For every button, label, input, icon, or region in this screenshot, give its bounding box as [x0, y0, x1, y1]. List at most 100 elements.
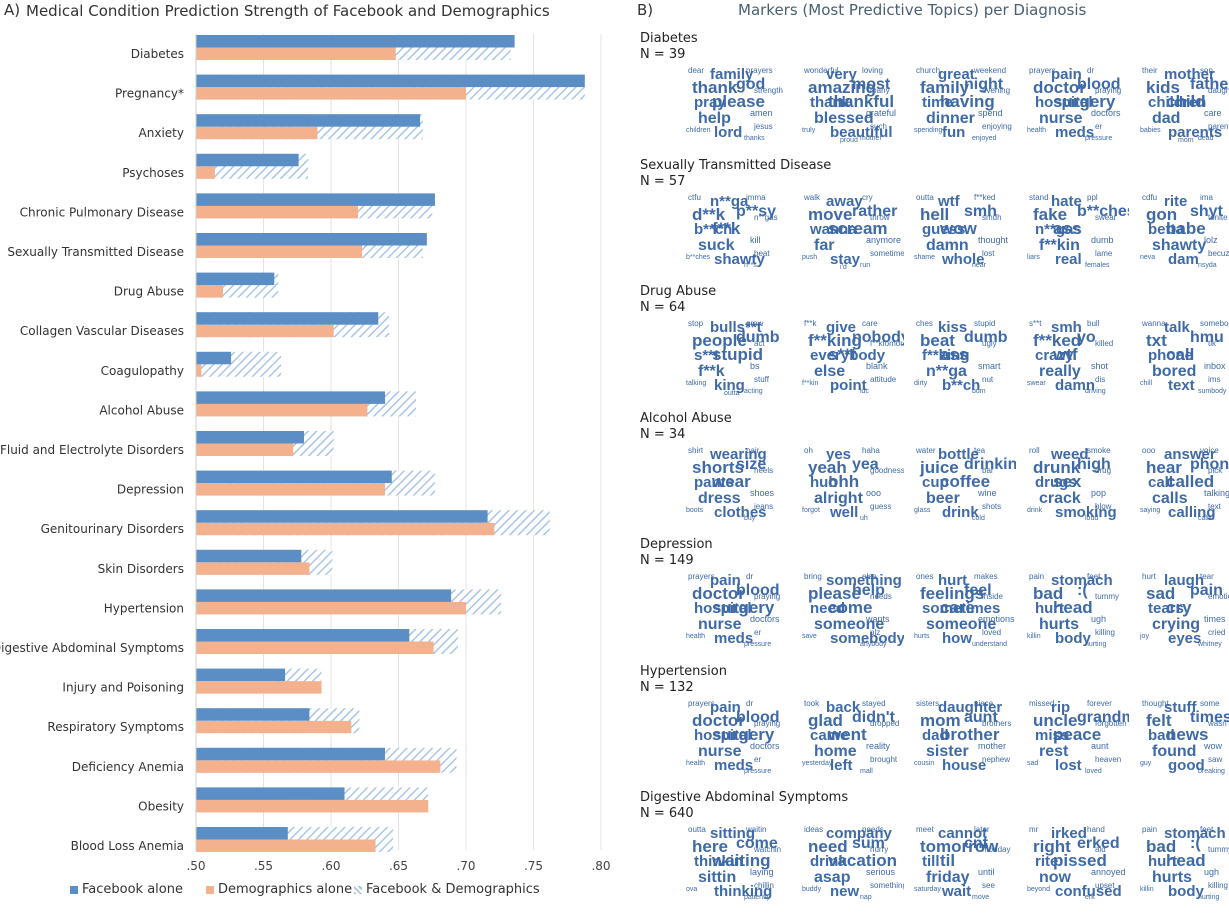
topic-word: miss — [1035, 726, 1070, 744]
category-label: Skin Disorders — [98, 562, 184, 576]
topic-word: tea — [974, 445, 986, 455]
topic-word: parents — [1168, 124, 1223, 141]
topic-word: ass — [940, 345, 969, 364]
topic-word: stay — [830, 250, 861, 268]
topic-word: gon — [1146, 204, 1178, 224]
topic-word: loving — [862, 66, 883, 75]
topic-word: god — [736, 76, 766, 93]
topic-word: text — [1168, 377, 1195, 394]
topic-word: lost — [1055, 756, 1082, 774]
x-tick-label: .70 — [456, 859, 475, 873]
topic-word: uh — [860, 514, 868, 522]
topic-word: ass — [1053, 218, 1082, 238]
topic-word: wearing — [710, 445, 767, 463]
bar-facebook — [196, 549, 302, 563]
legend-swatch-facebook — [70, 885, 78, 894]
topic-word-cloud: kiss beat dumb f**king ass n**ga b**ch ches stup… — [912, 318, 1016, 398]
topic-word: ims — [1208, 375, 1221, 384]
diagnosis-section: Sexually Transmitted Disease N = 57 n**ga d… — [640, 158, 1229, 284]
topic-word: hurts — [914, 633, 930, 640]
diagnosis-name: Depression — [640, 537, 713, 552]
topic-word: bad — [1146, 837, 1177, 856]
topic-word: dinner — [926, 110, 975, 127]
topic-word: serious — [866, 867, 896, 877]
topic-word: pain — [1051, 66, 1082, 83]
diagnosis-section: Depression N = 149 pain doctor blood hospital… — [640, 537, 1229, 663]
topic-word: shawty — [1152, 236, 1207, 254]
topic-word: cup — [922, 473, 949, 491]
topic-word: :( — [1077, 582, 1088, 599]
topic-word: enjoyed — [972, 135, 997, 142]
topic-word: inside — [982, 592, 1003, 601]
topic-word: forever — [1087, 698, 1112, 708]
topic-word: lost — [982, 248, 995, 258]
topic-word: calling — [1168, 503, 1216, 521]
topic-word: killed — [1095, 339, 1114, 348]
topic-word: d**k — [692, 204, 726, 224]
topic-word: vacation — [828, 851, 897, 870]
topic-word: bulls**t — [710, 319, 762, 336]
topic-word: thought — [1142, 698, 1169, 708]
topic-word: wonderful — [804, 66, 839, 75]
diagnosis-name: Hypertension — [640, 663, 727, 679]
topic-word: callin — [1198, 514, 1214, 522]
topic-word: weekend — [974, 66, 1007, 75]
bar-facebook — [196, 114, 421, 127]
bar-demographics — [196, 245, 363, 258]
topic-word: pissed — [1053, 851, 1107, 870]
topic-word: outta — [688, 825, 706, 834]
topic-word: ohh — [828, 471, 860, 491]
topic-word: babe — [1166, 218, 1206, 238]
topic-word: tlk — [1208, 339, 1216, 348]
topic-word: hurts — [1152, 869, 1192, 886]
topic-word-cloud: wtf hell smh guess wow damn whole outta f**ked th… — [912, 192, 1016, 272]
topic-word: anybody — [860, 641, 887, 648]
topic-word: here — [692, 837, 728, 856]
topic-word: drinking — [964, 455, 1016, 473]
bar-facebook — [196, 391, 385, 404]
topic-word: driving — [1085, 388, 1106, 395]
legend-label-demographics: Demographics alone — [218, 882, 353, 897]
bar-facebook — [196, 629, 410, 642]
topic-word: drink — [810, 853, 847, 870]
topic-word: roll — [1029, 445, 1040, 455]
topic-word: far — [814, 236, 835, 254]
topic-word: help — [698, 110, 731, 127]
topic-word: sitting — [710, 825, 755, 842]
topic-word: family — [710, 66, 754, 83]
topic-word: peace — [1053, 724, 1102, 744]
topic-word: confused — [1055, 883, 1122, 900]
topic-word: praying — [754, 718, 781, 728]
bar-facebook — [196, 312, 379, 325]
topic-word: shorts — [692, 457, 744, 477]
topic-word: please — [808, 584, 861, 603]
topic-word: sum — [852, 835, 885, 852]
topic-word: tonite — [1208, 212, 1228, 222]
topic-word: bar — [982, 465, 994, 475]
topic-word: ctfu — [688, 192, 701, 202]
topic-word: mother — [978, 740, 1007, 751]
bar-facebook — [196, 708, 310, 721]
topic-word: saying — [1140, 506, 1161, 514]
topic-word: hmu — [1190, 329, 1224, 346]
topic-word: killing — [1208, 881, 1229, 890]
x-tick-label: .50 — [186, 859, 205, 873]
topic-word: drink — [1027, 506, 1043, 514]
topic-word: damn — [1055, 377, 1096, 394]
legend-swatch-combined — [354, 885, 362, 894]
topic-word: most — [852, 76, 891, 93]
topic-word: cousin — [914, 759, 935, 767]
topic-word: stupid — [974, 319, 996, 328]
topic-word: family — [920, 78, 970, 97]
topic-word: real — [1055, 250, 1082, 268]
topic-word: stupid — [712, 345, 763, 364]
topic-word: move — [972, 894, 990, 901]
topic-word: er — [1095, 122, 1103, 131]
topic-word: wtf — [1053, 345, 1078, 364]
category-label: Respiratory Symptoms — [47, 720, 184, 734]
topic-word: daughter — [938, 698, 1003, 716]
topic-word: cried — [1208, 628, 1226, 637]
topic-word: tears — [1148, 600, 1184, 617]
